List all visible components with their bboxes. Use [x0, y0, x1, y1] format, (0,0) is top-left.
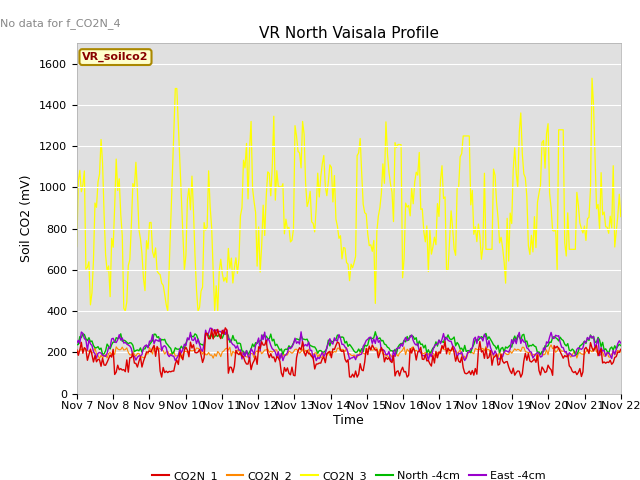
X-axis label: Time: Time: [333, 414, 364, 427]
Legend: CO2N_1, CO2N_2, CO2N_3, North -4cm, East -4cm: CO2N_1, CO2N_2, CO2N_3, North -4cm, East…: [148, 467, 550, 480]
Y-axis label: Soil CO2 (mV): Soil CO2 (mV): [20, 175, 33, 262]
Text: No data for f_CO2N_4: No data for f_CO2N_4: [1, 18, 121, 29]
Title: VR North Vaisala Profile: VR North Vaisala Profile: [259, 25, 439, 41]
Text: VR_soilco2: VR_soilco2: [82, 52, 148, 62]
